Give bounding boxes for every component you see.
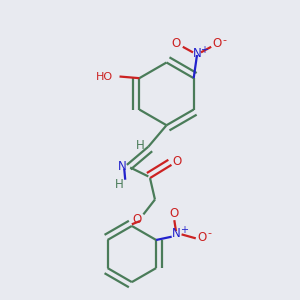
Text: H: H [136,139,145,152]
Text: N: N [172,227,180,240]
Text: N: N [118,160,126,173]
Text: H: H [115,178,124,191]
Text: +: + [180,225,188,235]
Text: O: O [173,155,182,168]
Text: O: O [198,231,207,244]
Text: O: O [169,207,178,220]
Text: HO: HO [96,71,113,82]
Text: -: - [207,228,211,239]
Text: +: + [200,45,208,55]
Text: -: - [222,35,227,45]
Text: O: O [212,37,221,50]
Text: O: O [171,37,180,50]
Text: O: O [133,213,142,226]
Text: N: N [193,47,201,60]
